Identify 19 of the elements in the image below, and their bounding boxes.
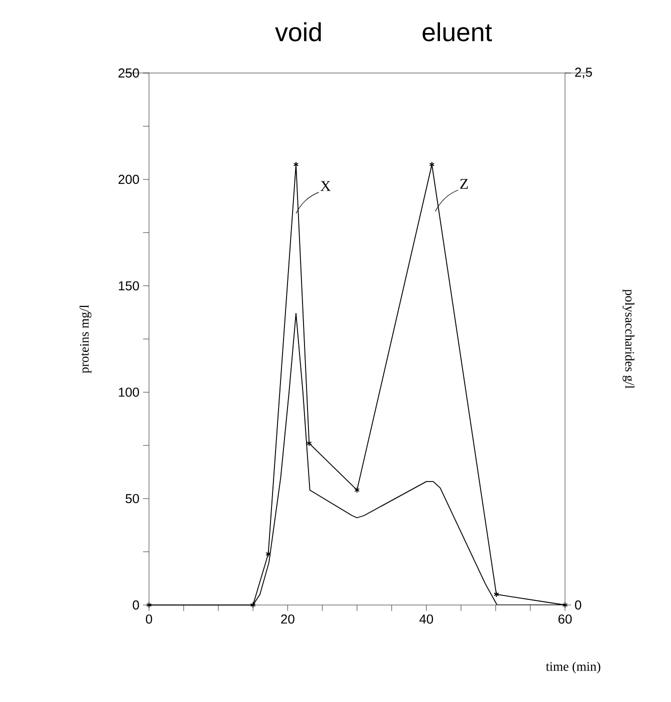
y2-tick-label: 0 [575, 600, 582, 610]
x-tick-label: 60 [558, 614, 572, 624]
annotation: X [320, 181, 331, 191]
x-tick-label: 20 [281, 614, 294, 624]
y-tick-label: 150 [118, 281, 139, 290]
x-tick-label: 0 [146, 614, 152, 624]
text: eluent [422, 22, 492, 42]
y2-tick-label: 2,5 [575, 68, 592, 78]
x-axis-title: time (min) [546, 662, 600, 674]
y-tick-label: 50 [126, 494, 139, 504]
y-tick-label: 250 [118, 68, 139, 78]
y-tick-label: 0 [132, 600, 140, 610]
y-tick-label: 100 [118, 388, 139, 397]
y2-axis-title: polysaccharides g/l [622, 289, 634, 389]
y-tick-label: 200 [118, 174, 139, 184]
y-axis-title: proteins mg/l [80, 304, 92, 374]
text: void [275, 22, 321, 42]
annotation: Z [460, 178, 468, 189]
x-tick-label: 40 [419, 614, 434, 624]
